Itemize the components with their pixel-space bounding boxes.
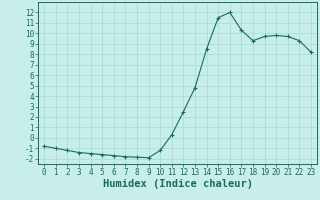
X-axis label: Humidex (Indice chaleur): Humidex (Indice chaleur) <box>103 179 252 189</box>
